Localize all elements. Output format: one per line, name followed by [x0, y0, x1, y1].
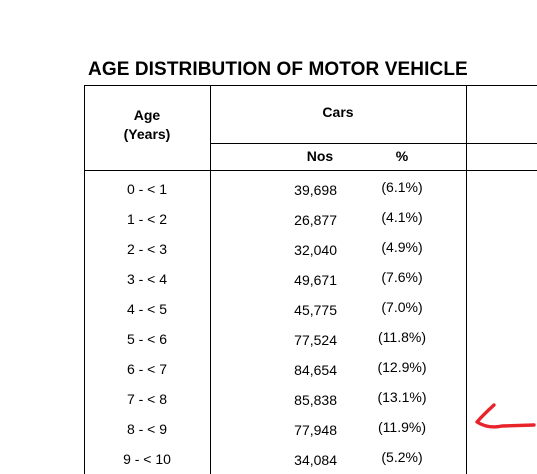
age-cell: 5 - < 6	[126, 331, 168, 347]
table-left-border	[84, 85, 85, 474]
nos-cell: 77,948	[294, 422, 337, 438]
pct-cell: (11.9%)	[378, 419, 426, 435]
pct-cell: (12.9%)	[377, 359, 427, 375]
age-unit-header: (Years)	[123, 126, 171, 142]
table-title: AGE DISTRIBUTION OF MOTOR VEHICLE	[88, 59, 468, 80]
age-cell: 3 - < 4	[126, 271, 168, 287]
age-column-divider	[210, 85, 211, 474]
cars-header: Cars	[322, 104, 354, 120]
pct-cell: (13.1%)	[377, 389, 427, 405]
age-cell: 9 - < 10	[123, 451, 171, 467]
nos-cell: 45,775	[294, 302, 337, 318]
pct-cell: (4.1%)	[381, 209, 423, 225]
pct-header: %	[395, 148, 409, 164]
age-cell: 8 - < 9	[126, 421, 168, 437]
nos-cell: 77,524	[294, 332, 337, 348]
nos-cell: 32,040	[294, 242, 337, 258]
cars-column-divider	[466, 85, 467, 474]
pct-cell: (7.6%)	[381, 269, 423, 285]
nos-cell: 39,698	[294, 182, 337, 198]
age-cell: 6 - < 7	[126, 361, 168, 377]
table-top-border	[84, 85, 537, 86]
nos-cell: 34,084	[294, 452, 337, 468]
pct-cell: (5.2%)	[381, 449, 423, 465]
nos-cell: 85,838	[294, 392, 337, 408]
age-cell: 2 - < 3	[126, 241, 168, 257]
nos-header: Nos	[306, 148, 334, 164]
pct-cell: (6.1%)	[381, 179, 423, 195]
pct-cell: (11.8%)	[378, 329, 426, 345]
nos-cell: 84,654	[294, 362, 337, 378]
header-bottom-border	[84, 170, 537, 171]
age-cell: 7 - < 8	[126, 391, 168, 407]
header-divider	[210, 143, 537, 144]
handwritten-arrow-icon	[475, 403, 536, 429]
pct-cell: (7.0%)	[381, 299, 423, 315]
age-cell: 0 - < 1	[126, 181, 168, 197]
nos-cell: 49,671	[294, 272, 337, 288]
age-cell: 4 - < 5	[126, 301, 168, 317]
nos-cell: 26,877	[294, 212, 337, 228]
pct-cell: (4.9%)	[381, 239, 423, 255]
age-header: Age	[133, 107, 161, 123]
age-cell: 1 - < 2	[126, 211, 168, 227]
